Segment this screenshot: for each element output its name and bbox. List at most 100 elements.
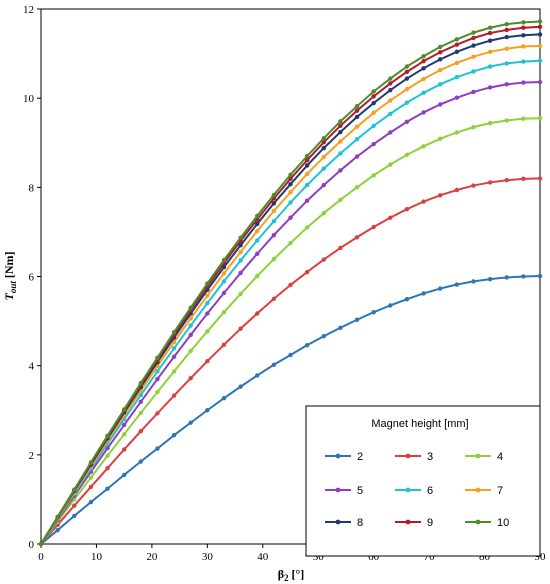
data-point — [404, 119, 410, 125]
data-point — [504, 46, 509, 51]
data-point — [188, 348, 193, 354]
data-point — [354, 114, 360, 120]
y-tick-label: 2 — [29, 450, 35, 462]
data-point — [271, 256, 277, 262]
data-point — [354, 185, 360, 190]
data-point — [438, 136, 443, 141]
data-point — [438, 57, 443, 62]
legend-label: 4 — [497, 451, 503, 463]
data-point — [338, 325, 343, 330]
data-point — [421, 110, 426, 115]
legend-swatch-marker — [475, 487, 481, 493]
data-point — [354, 124, 360, 129]
data-point — [537, 79, 543, 85]
data-point — [304, 269, 310, 275]
data-point — [438, 286, 443, 291]
data-point — [487, 120, 493, 126]
data-point — [388, 130, 393, 135]
data-point — [487, 30, 493, 36]
data-point — [537, 32, 543, 37]
data-point — [205, 329, 210, 334]
data-point — [38, 541, 44, 547]
data-point — [171, 393, 177, 398]
data-point — [55, 527, 60, 533]
data-point — [354, 103, 360, 109]
data-point — [471, 54, 476, 59]
data-point — [537, 19, 543, 24]
data-point — [338, 129, 343, 135]
series-2 — [38, 273, 543, 547]
data-point — [438, 50, 443, 55]
data-point — [255, 238, 260, 243]
data-point — [138, 410, 143, 416]
legend-swatch-marker — [405, 453, 411, 459]
data-point — [304, 157, 310, 163]
data-point — [338, 197, 343, 203]
data-point — [471, 183, 476, 188]
data-point — [388, 76, 393, 81]
data-point — [304, 153, 310, 159]
data-point — [354, 154, 360, 159]
data-point — [388, 98, 393, 103]
data-point — [321, 334, 326, 339]
data-point — [238, 384, 243, 389]
data-point — [88, 460, 94, 465]
data-point — [504, 118, 509, 123]
data-point — [155, 389, 160, 395]
data-point — [388, 215, 393, 220]
data-point — [188, 420, 193, 425]
data-point — [487, 64, 493, 69]
data-point — [105, 466, 110, 471]
data-point — [304, 182, 310, 188]
data-point — [72, 487, 77, 492]
data-point — [105, 453, 110, 458]
legend-swatch-marker — [335, 453, 341, 459]
legend-swatch-marker — [335, 519, 341, 525]
data-point — [88, 484, 94, 490]
data-point — [288, 190, 293, 195]
x-tick-label: 20 — [146, 551, 158, 563]
data-point — [288, 176, 293, 182]
data-point — [487, 85, 493, 90]
data-point — [404, 206, 410, 212]
data-point — [537, 58, 543, 63]
data-point — [471, 69, 476, 74]
y-axis-title: Tout [Nm] — [2, 251, 18, 300]
data-point — [421, 291, 426, 296]
y-tick-label: 12 — [23, 4, 34, 16]
data-point — [155, 411, 160, 416]
data-point — [288, 215, 293, 220]
data-point — [321, 182, 326, 188]
data-point — [155, 446, 160, 451]
legend-swatch-marker — [335, 487, 341, 493]
data-point — [205, 293, 210, 298]
data-point — [238, 270, 243, 276]
data-point — [537, 116, 543, 121]
legend-item-6: 6 — [395, 485, 433, 497]
data-point — [338, 139, 343, 144]
data-point — [72, 513, 77, 519]
data-point — [521, 33, 526, 38]
data-point — [404, 152, 410, 157]
data-point — [138, 459, 143, 464]
data-point — [205, 281, 210, 286]
data-point — [304, 225, 310, 230]
data-point — [404, 76, 410, 81]
data-point — [471, 30, 476, 35]
data-point — [388, 162, 393, 167]
data-point — [338, 123, 343, 129]
data-point — [487, 49, 493, 54]
data-point — [471, 89, 476, 95]
data-point — [72, 503, 77, 508]
data-point — [255, 251, 260, 256]
data-point — [338, 151, 343, 156]
data-point — [138, 399, 143, 404]
series-10 — [38, 19, 543, 547]
data-point — [121, 407, 127, 412]
data-point — [371, 89, 376, 94]
data-point — [155, 355, 160, 360]
data-point — [221, 279, 227, 284]
data-point — [438, 82, 443, 87]
data-point — [354, 136, 360, 142]
data-point — [354, 235, 360, 240]
